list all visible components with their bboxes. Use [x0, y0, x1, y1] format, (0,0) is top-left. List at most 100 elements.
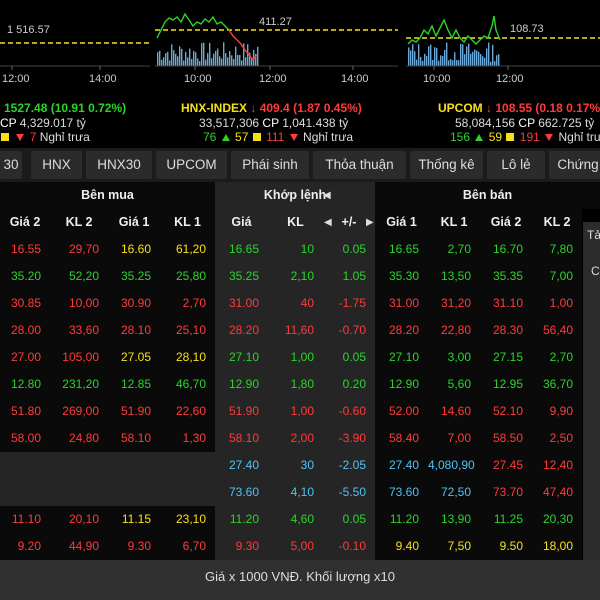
upcom-chart — [406, 0, 600, 70]
column-header-sell-vol-1[interactable]: KL 1 — [428, 209, 480, 236]
table-row[interactable]: 12.80 231,20 12.85 46,70 12.90 1,80 0.20 12.90 5… — [0, 371, 600, 398]
column-header-buy-price-1[interactable]: Giá 1 — [108, 209, 160, 236]
volume-bar — [205, 59, 207, 66]
column-header-match-price[interactable]: Giá — [215, 209, 268, 236]
hnx-chart — [155, 0, 398, 70]
upcom-unit: tỷ — [584, 116, 595, 130]
hnx-panel[interactable]: 411.27 10:00 12:00 14:00 HNX-INDEX ↓ 409… — [153, 0, 400, 148]
volume-bar — [408, 47, 410, 66]
cell-buy-price-1: 9.30 — [108, 533, 160, 560]
header-ben-mua: Bên mua — [0, 182, 215, 209]
upcom-time-1: 10:00 — [423, 73, 451, 85]
volume-bar — [484, 57, 486, 66]
side-panel-letter-1: Tả — [587, 228, 600, 242]
cell-match-price: 58.10 — [215, 425, 268, 452]
tab-hnx30[interactable]: HNX30 — [86, 151, 152, 179]
tab-vn30[interactable]: 30 — [0, 151, 22, 179]
cell-buy-vol-2: 231,20 — [50, 371, 108, 398]
volume-bar — [217, 48, 219, 66]
tab-chung-quyen[interactable]: Chứng — [549, 151, 600, 179]
volume-bar — [211, 58, 213, 66]
table-row[interactable]: 73.60 4,10 -5.50 73.60 72,50 73.70 47,40 — [0, 479, 600, 506]
vnindex-chart — [0, 0, 150, 70]
volume-bar — [213, 53, 215, 66]
column-header-buy-vol-2[interactable]: KL 2 — [50, 209, 108, 236]
volume-bar — [229, 51, 231, 66]
tab-thong-ke[interactable]: Thống kê — [410, 151, 483, 179]
cell-match-change: 0.05 — [323, 236, 375, 263]
vnindex-panel[interactable]: 1 516.57 12:00 14:00 1527.48 (10.91 0.72… — [0, 0, 150, 148]
volume-bar — [241, 60, 243, 66]
upcom-down-count: 191 — [519, 130, 540, 144]
side-panel[interactable]: Tả C — [583, 222, 600, 564]
cell-buy-vol-1: 28,10 — [160, 344, 215, 371]
hnx-volume: 33,517,306 — [199, 116, 260, 130]
column-scroll-right-icon[interactable]: ▶ — [366, 217, 374, 228]
table-row[interactable]: 27.00 105,00 27.05 28,10 27.10 1,00 0.05 27.10 3… — [0, 344, 600, 371]
upcom-arrow: ↓ — [486, 101, 493, 115]
cell-sell-vol-2: 1,00 — [532, 290, 582, 317]
cell-buy-vol-2 — [50, 479, 108, 506]
column-header-sell-vol-2[interactable]: KL 2 — [532, 209, 582, 236]
volume-bar — [410, 50, 412, 66]
volume-bar — [428, 46, 430, 66]
cell-sell-vol-1: 7,00 — [428, 425, 480, 452]
volume-bar — [434, 47, 436, 66]
cell-sell-vol-2: 7,00 — [532, 263, 582, 290]
table-row[interactable]: 51.80 269,00 51.90 22,60 51.90 1,00 -0.60 52.00… — [0, 398, 600, 425]
cell-sell-price-1: 9.40 — [375, 533, 428, 560]
scroll-left-arrow-icon[interactable]: ◀ — [323, 190, 331, 201]
table-row[interactable]: 9.20 44,90 9.30 6,70 9.30 5,00 -0.10 9.40 7,50 9.… — [0, 533, 600, 560]
upcom-panel[interactable]: 108.73 10:00 12:00 UPCOM ↓ 108.55 (0.18 … — [404, 0, 600, 148]
hnx-percent: 0.45%) — [323, 101, 362, 115]
volume-bar — [207, 53, 209, 66]
table-row[interactable]: 11.10 20,10 11.15 23,10 11.20 4,60 0.05 11.20 13… — [0, 506, 600, 533]
cell-buy-price-1: 12.85 — [108, 371, 160, 398]
tab-hnx[interactable]: HNX — [31, 151, 82, 179]
cell-match-change: 0.05 — [323, 506, 375, 533]
table-row[interactable]: 28.00 33,60 28.10 25,10 28.20 11,60 -0.70 28.20… — [0, 317, 600, 344]
cell-sell-vol-2: 47,40 — [532, 479, 582, 506]
table-row[interactable]: 27.40 30 -2.05 27.40 4,080,90 27.45 12,40 — [0, 452, 600, 479]
column-header-buy-price-2[interactable]: Giá 2 — [0, 209, 50, 236]
table-row[interactable]: 58.00 24,80 58.10 1,30 58.10 2,00 -3.90 58.40 7,… — [0, 425, 600, 452]
table-row[interactable]: 35.20 52,20 35.25 25,80 35.25 2,10 1.05 35.30 13… — [0, 263, 600, 290]
cell-buy-vol-1: 25,80 — [160, 263, 215, 290]
cell-buy-price-2: 16.55 — [0, 236, 50, 263]
tab-lo-le[interactable]: Lô lẻ — [487, 151, 545, 179]
cell-buy-vol-1: 1,30 — [160, 425, 215, 452]
vnindex-ref-label: 1 516.57 — [7, 24, 50, 36]
cell-buy-price-1: 35.25 — [108, 263, 160, 290]
column-header-match-change[interactable]: +/- — [323, 209, 375, 236]
cell-buy-vol-1: 61,20 — [160, 236, 215, 263]
table-row[interactable]: 30.85 10,00 30.90 2,70 31.00 40 -1.75 31.00 31,2… — [0, 290, 600, 317]
column-scroll-left-icon[interactable]: ◀ — [324, 217, 332, 228]
volume-bar — [239, 54, 241, 66]
column-header-buy-vol-1[interactable]: KL 1 — [160, 209, 215, 236]
cell-match-change: -0.10 — [323, 533, 375, 560]
column-header-sell-price-2[interactable]: Giá 2 — [480, 209, 532, 236]
tab-phai-sinh[interactable]: Phái sinh — [231, 151, 309, 179]
cell-sell-vol-2: 2,50 — [532, 425, 582, 452]
cell-buy-price-1: 28.10 — [108, 317, 160, 344]
up-triangle-icon — [221, 134, 230, 141]
volume-bar — [422, 60, 424, 66]
upcom-up-count: 156 — [450, 130, 471, 144]
volume-bar — [416, 59, 418, 66]
ref-square-icon — [1, 133, 9, 141]
cell-buy-vol-2: 44,90 — [50, 533, 108, 560]
column-header-match-vol[interactable]: KL — [268, 209, 323, 236]
tab-upcom[interactable]: UPCOM — [156, 151, 227, 179]
volume-bar — [450, 59, 452, 66]
cell-sell-vol-1: 4,080,90 — [428, 452, 480, 479]
cell-sell-price-2: 31.10 — [480, 290, 532, 317]
cell-sell-price-1: 27.10 — [375, 344, 428, 371]
volume-bar — [249, 52, 251, 66]
volume-bar — [201, 43, 203, 66]
cell-sell-vol-1: 31,20 — [428, 290, 480, 317]
volume-bar — [257, 46, 259, 66]
cell-buy-vol-2: 24,80 — [50, 425, 108, 452]
tab-thoa-thuan[interactable]: Thỏa thuận — [313, 151, 406, 179]
column-header-sell-price-1[interactable]: Giá 1 — [375, 209, 428, 236]
table-row[interactable]: 16.55 29,70 16.60 61,20 16.65 10 0.05 16.65 2,70… — [0, 236, 600, 263]
